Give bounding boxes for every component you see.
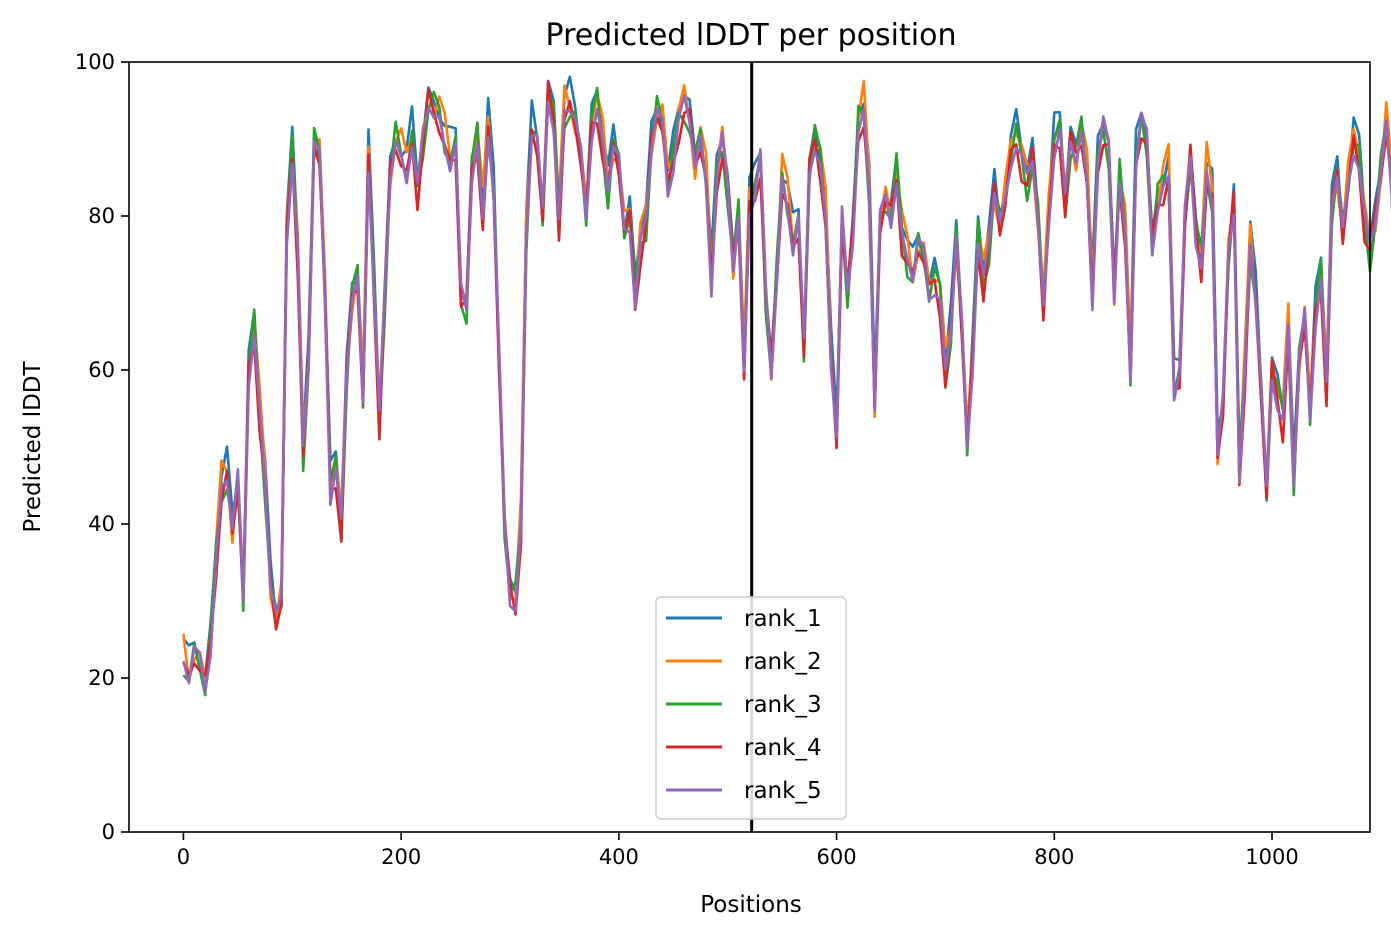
plot-frame [128, 61, 1371, 833]
x-tick-label: 1000 [1245, 845, 1298, 869]
chart-title: Predicted lDDT per position [546, 18, 957, 53]
legend-label: rank_3 [744, 692, 822, 718]
y-tick-label: 20 [88, 666, 115, 690]
series-lines [182, 75, 1391, 697]
legend-label: rank_1 [744, 606, 822, 632]
x-tick-label: 0 [177, 845, 190, 869]
x-axis-ticks: 0 200 400 600 800 1000 [177, 832, 1299, 869]
x-tick-label: 400 [599, 845, 639, 869]
legend-box [655, 596, 847, 820]
series-line-rank_5 [182, 94, 1391, 693]
y-tick-label: 40 [88, 512, 115, 536]
x-tick-label: 600 [817, 845, 857, 869]
x-tick-label: 200 [381, 845, 421, 869]
legend: rank_1 rank_2 rank_3 rank_4 rank_5 [655, 596, 847, 820]
legend-label: rank_4 [744, 735, 822, 761]
x-axis-label: Positions [700, 892, 802, 918]
y-tick-label: 60 [88, 358, 115, 382]
y-tick-label: 100 [75, 50, 115, 74]
legend-label: rank_2 [744, 649, 822, 675]
legend-label: rank_5 [744, 778, 822, 804]
y-tick-label: 80 [88, 204, 115, 228]
y-axis-ticks: 0 20 40 60 80 100 [75, 50, 129, 844]
y-tick-label: 0 [102, 820, 115, 844]
x-tick-label: 800 [1034, 845, 1074, 869]
y-axis-label: Predicted lDDT [20, 360, 46, 532]
